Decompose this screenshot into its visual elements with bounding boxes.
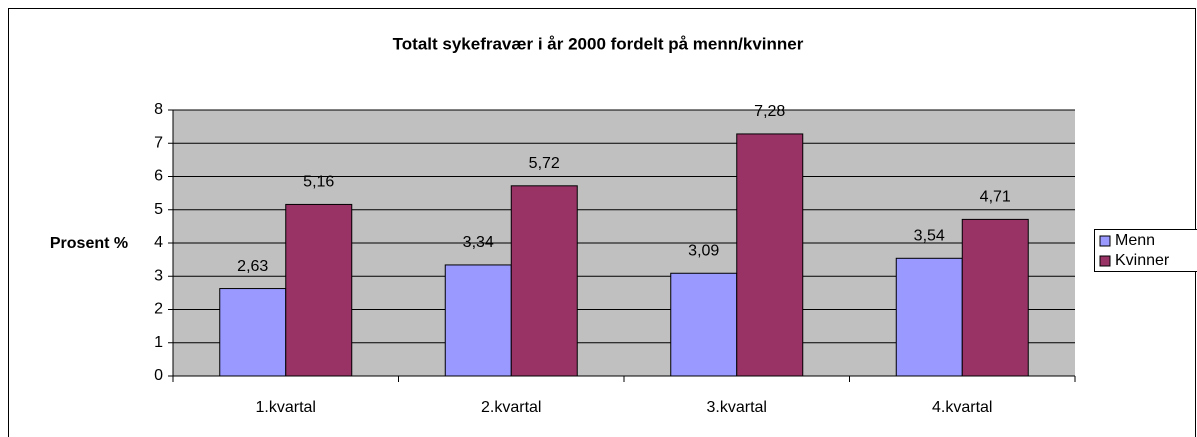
bar: [961, 218, 1029, 377]
chart-title: Totalt sykefravær i år 2000 fordelt på m…: [393, 34, 804, 53]
bar: [285, 203, 353, 377]
x-tick-label: 4.kvartal: [932, 399, 992, 416]
data-label: 4,71: [980, 189, 1011, 206]
data-label: 5,72: [529, 155, 560, 172]
data-label: 3,09: [688, 242, 719, 259]
x-tick-label: 2.kvartal: [481, 399, 541, 416]
y-tick-label: 2: [154, 301, 163, 318]
bar: [219, 288, 287, 377]
x-tick-label: 3.kvartal: [707, 399, 767, 416]
bar: [736, 133, 804, 377]
bar: [510, 185, 578, 377]
y-tick-label: 6: [154, 168, 163, 185]
data-label: 3,54: [914, 228, 945, 245]
y-tick-label: 7: [154, 134, 163, 151]
data-label: 2,63: [237, 258, 268, 275]
y-tick-label: 0: [154, 367, 163, 384]
x-tick-label: 1.kvartal: [256, 399, 316, 416]
legend-swatch: [1099, 235, 1111, 247]
y-tick-label: 1: [154, 334, 163, 351]
y-tick-label: 4: [154, 234, 163, 251]
data-label: 3,34: [463, 234, 494, 251]
y-tick-label: 8: [154, 101, 163, 118]
y-tick-label: 5: [154, 201, 163, 218]
bar: [670, 272, 738, 377]
legend-swatch: [1099, 255, 1111, 267]
bar: [895, 257, 963, 377]
legend-label: Menn: [1115, 232, 1155, 249]
data-label: 5,16: [303, 174, 334, 191]
data-label: 7,28: [754, 103, 785, 120]
y-tick-label: 3: [154, 267, 163, 284]
bar: [444, 264, 512, 377]
y-axis-label: Prosent %: [50, 235, 128, 252]
legend-box: [1094, 229, 1197, 272]
legend-label: Kvinner: [1115, 252, 1170, 269]
